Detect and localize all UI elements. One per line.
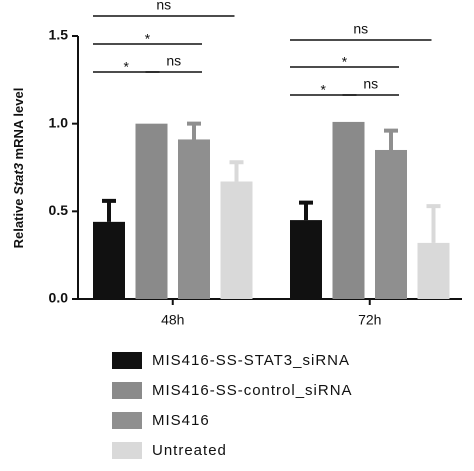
- x-tick-label: 48h: [161, 312, 184, 328]
- error-bar: [229, 160, 244, 182]
- significance-label: ns: [353, 21, 368, 37]
- y-label-part: mRNA level: [11, 88, 26, 163]
- legend-label: MIS416-SS-STAT3_siRNA: [152, 352, 350, 369]
- error-bar: [426, 204, 441, 243]
- bar: [290, 220, 322, 299]
- significance-label: *: [145, 31, 151, 47]
- significance-label: *: [321, 82, 327, 98]
- bar: [135, 123, 168, 300]
- error-bar: [102, 198, 116, 222]
- significance-label: ns: [156, 0, 171, 13]
- significance-label: ns: [363, 76, 378, 92]
- legend-swatch: [112, 352, 142, 369]
- significance-label: *: [342, 54, 348, 70]
- y-label-part: Stat3: [11, 162, 26, 195]
- legend-swatch: [112, 412, 142, 429]
- legend-label: Untreated: [152, 442, 227, 459]
- y-label-part: Relative: [11, 195, 26, 248]
- bar: [220, 181, 253, 299]
- bar: [178, 139, 210, 299]
- y-tick-label: 0.0: [49, 290, 69, 306]
- significance-label: ns: [166, 53, 181, 69]
- legend-swatch: [112, 382, 142, 399]
- error-bar: [384, 128, 398, 150]
- y-axis-label: Relative Stat3 mRNA level: [11, 88, 26, 249]
- y-tick-label: 0.5: [49, 202, 69, 218]
- bar: [417, 242, 450, 299]
- bar: [93, 221, 125, 299]
- legend-label: MIS416: [152, 412, 210, 429]
- error-bar: [299, 200, 313, 221]
- bar: [332, 121, 365, 299]
- bar: [375, 149, 407, 299]
- y-tick-label: 1.5: [49, 27, 69, 43]
- y-tick-label: 1.0: [49, 114, 69, 130]
- x-tick-label: 72h: [358, 312, 381, 328]
- error-bar: [187, 121, 201, 140]
- significance-label: *: [124, 59, 130, 75]
- legend-swatch: [112, 442, 142, 459]
- legend-label: MIS416-SS-control_siRNA: [152, 382, 353, 399]
